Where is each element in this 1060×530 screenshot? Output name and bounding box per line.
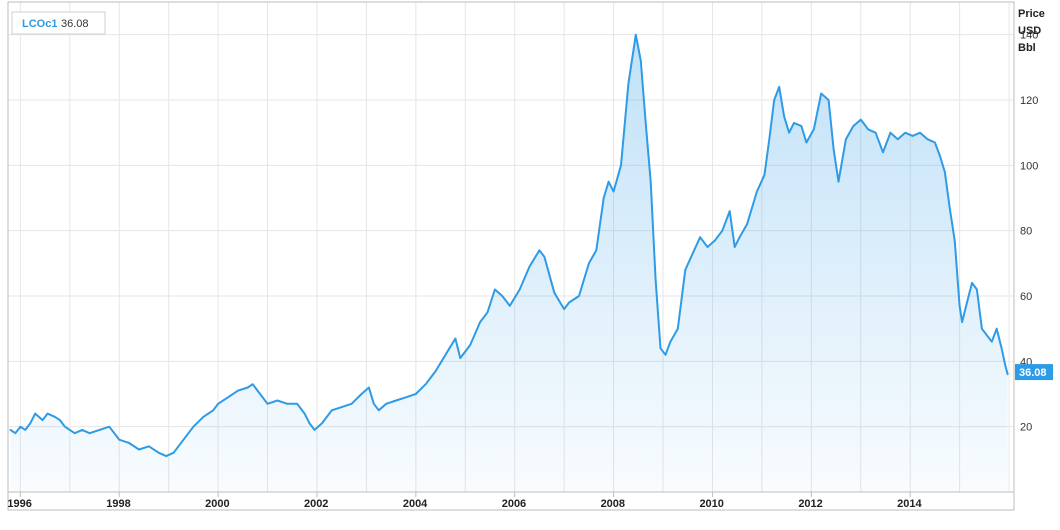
x-tick-label-2000: 2000 [205, 498, 229, 510]
x-tick-label-2008: 2008 [601, 498, 625, 510]
y-tick-label-20: 20 [1020, 422, 1032, 434]
x-tick-label-2010: 2010 [699, 498, 723, 510]
legend-symbol: LCOc1 [22, 18, 57, 30]
legend-frame [11, 11, 106, 35]
y-tick-label-140: 140 [1020, 30, 1038, 42]
unit-label-currency: USD [1018, 25, 1041, 37]
line-layer [9, 33, 1009, 458]
last-value-tag-background [1015, 364, 1053, 381]
x-tick-label-1996: 1996 [7, 498, 31, 510]
y-tick-label-100: 100 [1020, 160, 1038, 172]
x-tick-label-2006: 2006 [502, 498, 526, 510]
x-tick-label-2012: 2012 [798, 498, 822, 510]
y-tick-label-120: 120 [1020, 95, 1038, 107]
unit-label-unit: Bbl [1018, 42, 1036, 54]
plot-frame [7, 1, 1015, 511]
last-value-tag: 36.08 [1015, 364, 1053, 381]
x-tick-label-2014: 2014 [897, 498, 922, 510]
x-tick-label-2002: 2002 [304, 498, 328, 510]
y-tick-label-60: 60 [1020, 291, 1032, 303]
series-line-LCOc1[interactable] [9, 33, 1009, 458]
series-area-LCOc1 [10, 34, 1008, 492]
legend-value: 36.08 [61, 18, 89, 30]
x-tick-label-2004: 2004 [403, 498, 428, 510]
area-layer [10, 34, 1008, 492]
last-value-tag-label: 36.08 [1019, 367, 1047, 379]
legend-box[interactable]: LCOc1 36.08 [11, 11, 106, 35]
x-axis: 1996 1998 2000 2002 2004 2006 2008 2010 2012 2014 [7, 492, 923, 510]
y-tick-label-80: 80 [1020, 226, 1032, 238]
unit-labels: Price USD Bbl [1018, 8, 1045, 54]
x-tick-label-1998: 1998 [106, 498, 130, 510]
unit-label-price: Price [1018, 8, 1045, 20]
